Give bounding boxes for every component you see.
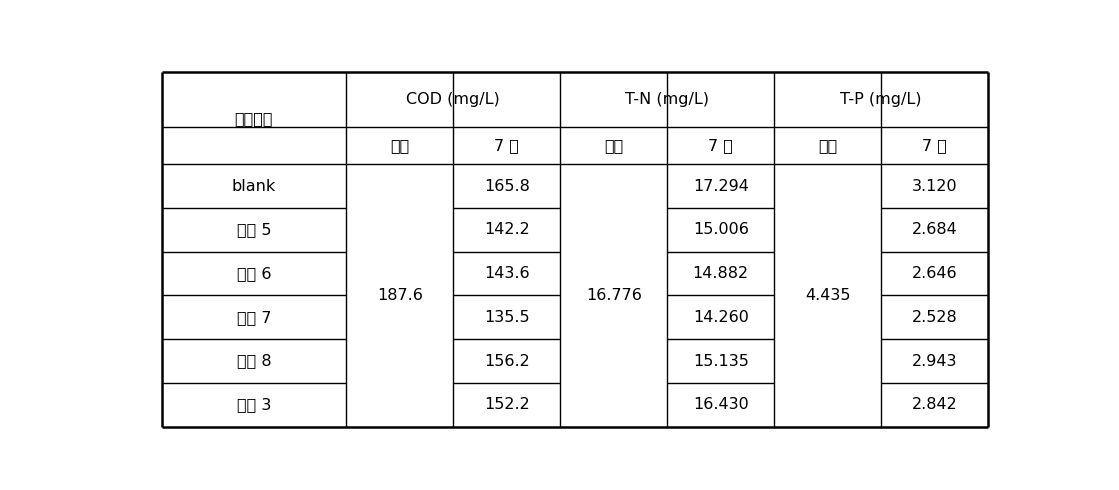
Text: 초기: 초기 (818, 138, 837, 153)
Text: 15.135: 15.135 (693, 354, 749, 368)
Text: 4.435: 4.435 (805, 288, 850, 303)
Text: 142.2: 142.2 (483, 222, 529, 237)
Text: 보수 6: 보수 6 (237, 266, 271, 281)
Text: 2.943: 2.943 (912, 354, 958, 368)
Text: T-P (mg/L): T-P (mg/L) (840, 92, 922, 107)
Text: 17.294: 17.294 (693, 178, 749, 194)
Text: 시료구분: 시료구분 (235, 111, 273, 125)
Text: 14.260: 14.260 (693, 310, 749, 325)
Text: 14.882: 14.882 (693, 266, 749, 281)
Text: 2.646: 2.646 (912, 266, 958, 281)
Text: 보수 8: 보수 8 (237, 354, 271, 368)
Text: 143.6: 143.6 (485, 266, 529, 281)
Text: 보수 7: 보수 7 (237, 310, 271, 325)
Text: 156.2: 156.2 (483, 354, 529, 368)
Text: T-N (mg/L): T-N (mg/L) (626, 92, 709, 107)
Text: 3.120: 3.120 (912, 178, 958, 194)
Text: 7 일: 7 일 (922, 138, 947, 153)
Text: 165.8: 165.8 (483, 178, 529, 194)
Text: 152.2: 152.2 (483, 397, 529, 412)
Text: 2.528: 2.528 (912, 310, 958, 325)
Text: 7 일: 7 일 (708, 138, 733, 153)
Text: 135.5: 135.5 (485, 310, 529, 325)
Text: COD (mg/L): COD (mg/L) (406, 92, 500, 107)
Text: 16.776: 16.776 (586, 288, 641, 303)
Text: 보수 3: 보수 3 (237, 397, 271, 412)
Text: 초기: 초기 (604, 138, 623, 153)
Text: 초기: 초기 (391, 138, 410, 153)
Text: 16.430: 16.430 (693, 397, 749, 412)
Text: 보수 5: 보수 5 (237, 222, 271, 237)
Text: blank: blank (232, 178, 276, 194)
Text: 2.684: 2.684 (912, 222, 958, 237)
Text: 187.6: 187.6 (377, 288, 423, 303)
Text: 7 일: 7 일 (495, 138, 519, 153)
Text: 15.006: 15.006 (693, 222, 749, 237)
Text: 2.842: 2.842 (912, 397, 958, 412)
